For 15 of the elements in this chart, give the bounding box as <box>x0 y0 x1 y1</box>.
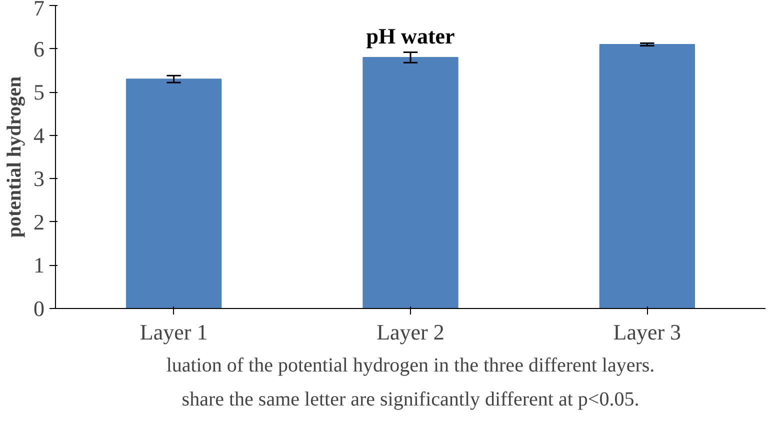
text: pH water <box>366 23 456 48</box>
y-tick-label: 2 <box>34 209 44 234</box>
text: luation of the potential hydrogen in the three different layers. <box>166 354 655 376</box>
x-tick-label: Layer 3 <box>613 320 682 344</box>
y-tick-label: 3 <box>34 166 44 192</box>
y-tick-label: 4 <box>34 122 44 148</box>
text: share the same letter are significantly different at p<0.05. <box>182 388 640 410</box>
y-tick-label: 6 <box>34 36 44 62</box>
y-tick-label: 7 <box>34 0 44 20</box>
y-tick-label: 1 <box>34 252 44 278</box>
y-tick-label: 0 <box>34 296 44 321</box>
x-tick-label: Layer 2 <box>376 320 444 344</box>
y-tick-label: 5 <box>34 80 44 105</box>
x-tick-label: Layer 1 <box>140 320 208 344</box>
y-axis-title: potential hydrogen <box>4 76 26 238</box>
